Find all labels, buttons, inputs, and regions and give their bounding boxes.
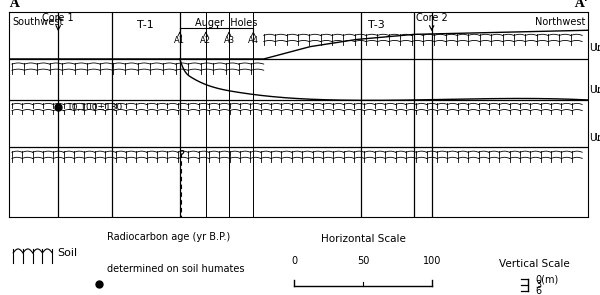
Text: 3: 3 (535, 280, 541, 290)
Text: A1: A1 (175, 32, 185, 45)
Text: Vertical Scale: Vertical Scale (499, 259, 569, 269)
Text: Unit I: Unit I (595, 43, 600, 53)
Text: A': A' (574, 0, 588, 10)
Text: Southwest: Southwest (12, 17, 63, 27)
Text: A3: A3 (223, 32, 235, 45)
Text: Horizontal Scale: Horizontal Scale (320, 234, 406, 244)
Text: Auger  Holes: Auger Holes (195, 18, 257, 28)
Text: Soil: Soil (57, 248, 77, 258)
Text: Unit II: Unit II (595, 85, 600, 95)
Text: 0(m): 0(m) (535, 274, 559, 284)
Text: T-3: T-3 (368, 20, 385, 30)
Text: Northwest: Northwest (535, 17, 585, 27)
Text: Unit I: Unit I (590, 43, 600, 53)
Text: Core 2: Core 2 (416, 13, 448, 30)
Text: determined on soil humates: determined on soil humates (107, 264, 244, 274)
Text: Unit III: Unit III (590, 133, 600, 143)
Text: Unit II: Unit II (590, 85, 600, 95)
Text: 100: 100 (423, 256, 441, 266)
Text: 50: 50 (357, 256, 369, 266)
Text: A: A (9, 0, 19, 10)
Text: ?: ? (178, 149, 184, 162)
Text: T-1: T-1 (137, 20, 154, 30)
Text: A2: A2 (200, 32, 211, 45)
Text: 10,100±130: 10,100±130 (67, 103, 123, 112)
Text: 6: 6 (535, 286, 541, 295)
Text: Core 1: Core 1 (43, 13, 74, 30)
Text: 0: 0 (291, 256, 297, 266)
Text: A4: A4 (248, 32, 259, 45)
Text: Radiocarbon age (yr B.P.): Radiocarbon age (yr B.P.) (107, 232, 230, 242)
Text: Unit III: Unit III (595, 133, 600, 143)
